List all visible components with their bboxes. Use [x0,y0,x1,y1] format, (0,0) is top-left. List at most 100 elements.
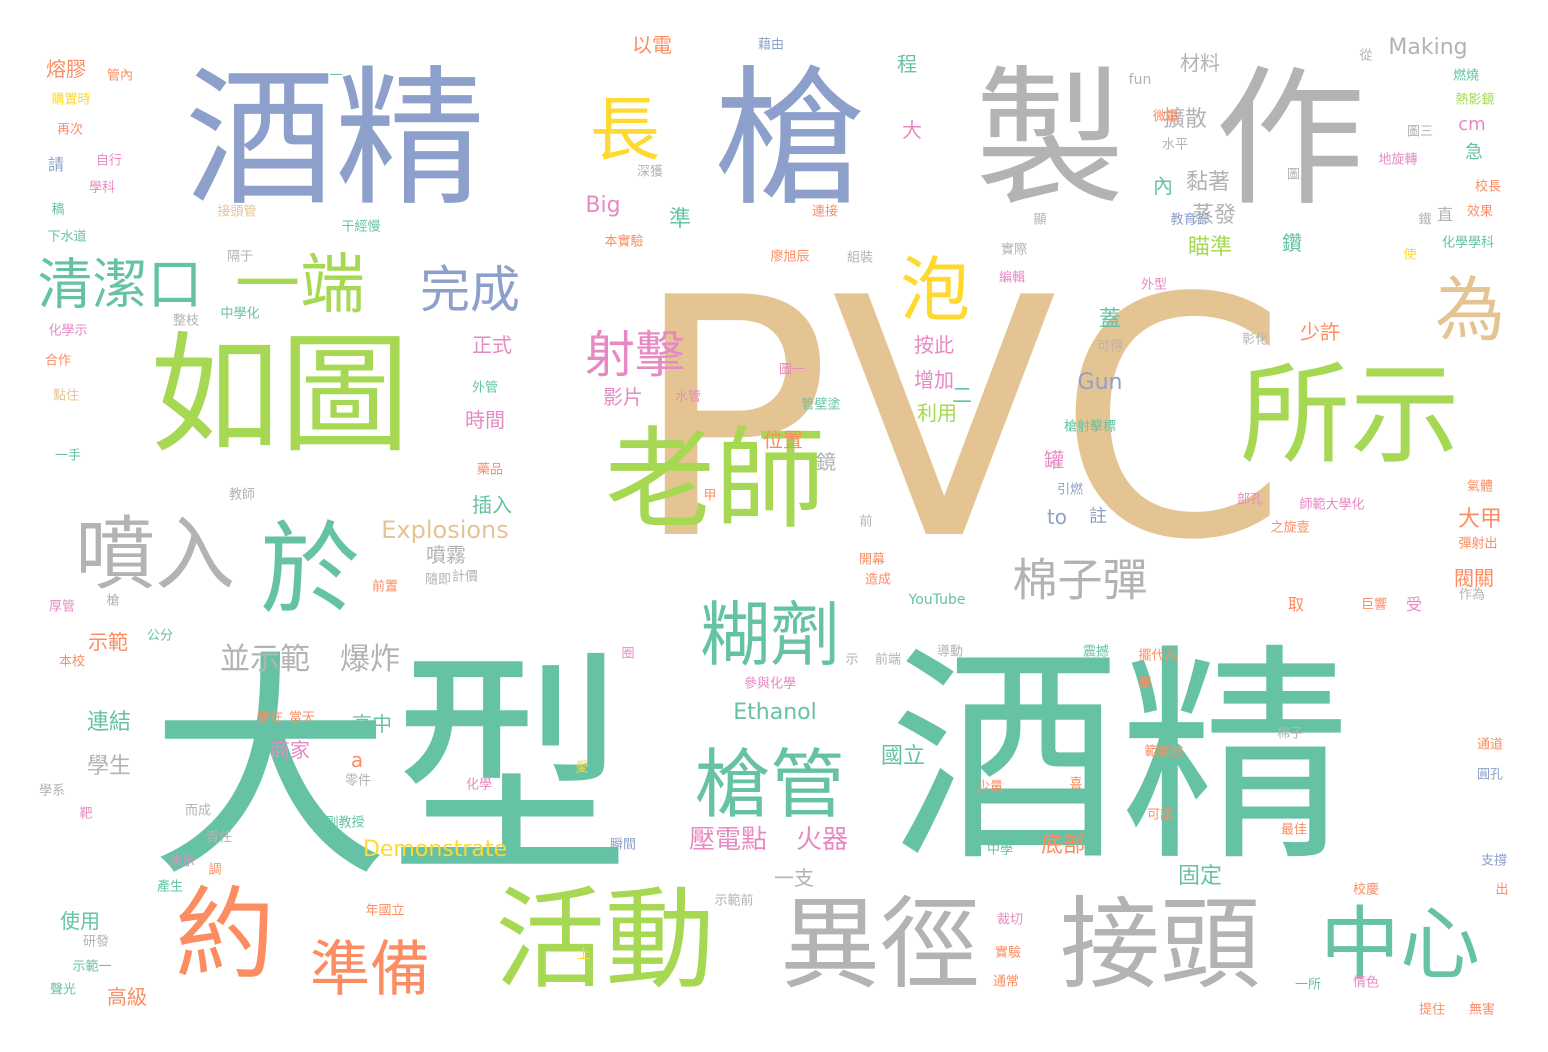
cloud-word: 利用 [917,401,957,425]
cloud-word: Ethanol [733,700,817,725]
cloud-word: 槍 [106,593,120,609]
cloud-word: 鐵 [1418,212,1432,228]
cloud-word: 完成 [420,261,520,319]
cloud-word: 造成 [864,572,892,588]
cloud-word: a [350,748,364,772]
cloud-word: 連結 [86,710,132,735]
cloud-word: 鏡 [816,450,836,474]
cloud-word: 準備 [310,935,430,1005]
cloud-word: 底部 [1040,833,1086,858]
cloud-word: 圓孔 [1476,767,1504,783]
cloud-word: 作為 [1458,587,1486,603]
cloud-word: 隔于 [226,249,254,265]
cloud-word: 閥關 [1454,566,1494,590]
cloud-word: 學科 [88,180,116,196]
cloud-word: 校長 [1474,179,1502,195]
cloud-word: 顯 [1033,212,1047,228]
cloud-word: 火器 [795,825,849,855]
cloud-word: 上 [577,947,591,963]
cloud-word: 學系 [38,783,66,799]
cloud-word: 前置 [371,579,399,595]
cloud-word: 直 [1436,205,1454,224]
cloud-word: 支撐 [1480,853,1508,869]
cloud-word: 藥品 [476,462,504,478]
cloud-word: 地旋轉 [1378,152,1418,168]
cloud-word: 本實驗 [604,234,644,250]
cloud-word: 計價 [451,569,479,585]
cloud-word: 接頭管 [217,204,257,220]
cloud-word: 接頭 [1060,886,1260,1003]
cloud-word: 取 [1287,595,1305,614]
cloud-word: YouTube [908,592,966,608]
cloud-word: 爆炸 [340,642,400,677]
cloud-word: PVC [632,228,1288,612]
cloud-word: 泡 [900,249,970,331]
cloud-word: 整枝 [172,313,200,329]
cloud-word: 中學 [986,842,1014,858]
cloud-word: 塞 [1138,675,1152,691]
cloud-word: 通道 [1476,737,1504,753]
cloud-word: 固定 [1177,864,1223,889]
cloud-word: 鑽 [1282,231,1302,255]
cloud-word: 開幕 [858,552,886,568]
cloud-word: 於 [260,511,360,628]
cloud-word: 罐 [1044,448,1064,472]
cloud-word: 示範一 [72,959,112,975]
cloud-word: 蓋 [1098,307,1122,332]
cloud-word: 裁切 [996,912,1024,928]
cloud-word: 震撼 [1082,644,1110,660]
cloud-word: 活動 [495,876,715,1004]
cloud-word: 合作 [44,353,72,369]
cloud-word: 清潔口 [37,252,203,317]
cloud-word: Demonstrate [362,837,508,862]
cloud-word: 商家 [270,738,310,762]
cloud-word: 稿 [51,202,65,218]
cloud-word: 瞬間 [609,837,637,853]
cloud-word: 再次 [56,122,84,138]
cloud-word: Making [1388,35,1468,60]
cloud-word: 槍射擊標 [1063,419,1117,435]
cloud-word: 編輯 [998,270,1026,286]
cloud-word: 前端 [874,652,902,668]
cloud-word: 黏著 [1185,170,1231,195]
cloud-word: 一支 [774,866,814,890]
cloud-word: 大 [902,118,922,142]
cloud-word: 受 [1405,595,1423,614]
cloud-word: 圖三 [1406,124,1434,140]
cloud-word: 年國立 [365,903,405,919]
cloud-word: 干經慢 [341,219,381,235]
cloud-word: 酒精 [184,53,486,227]
cloud-word: 前 [859,514,873,530]
cloud-word: 產生 [156,879,184,895]
cloud-word: 學生 [86,754,132,779]
cloud-word: 增加 [914,368,954,392]
cloud-word: 少許 [1300,320,1340,344]
cloud-word: 高級 [107,985,147,1009]
cloud-word: 大型 [149,630,631,910]
cloud-word: 教育部 [1170,212,1210,228]
cloud-word: 製 [974,53,1126,227]
cloud-word: 圖一 [778,362,806,378]
cloud-word: 壓電點 [688,825,768,855]
cloud-word: fun [1128,72,1152,88]
cloud-word: 可得 [1096,339,1124,355]
cloud-word: 公分 [146,628,174,644]
cloud-word: 零件 [344,773,372,789]
cloud-word: 棉子 [1276,726,1304,742]
cloud-word: 程 [897,52,917,76]
cloud-word: 微量 [1152,109,1180,125]
cloud-word: 甲 [703,488,717,504]
cloud-word: 蒸發 [1191,203,1237,228]
cloud-word: 長 [590,89,660,171]
cloud-word: 從 [1359,48,1373,64]
cloud-word: 導動 [936,644,964,660]
cloud-word: 一手 [54,448,82,464]
cloud-word: 彈射出 [1458,536,1498,552]
cloud-word: 通常 [992,974,1020,990]
cloud-word: 國立 [880,744,926,769]
cloud-word: 圖二 [1286,167,1314,183]
cloud-word: 管壁塗 [801,397,841,413]
cloud-word: 組裝 [846,250,874,266]
cloud-word: 調 [208,862,222,878]
